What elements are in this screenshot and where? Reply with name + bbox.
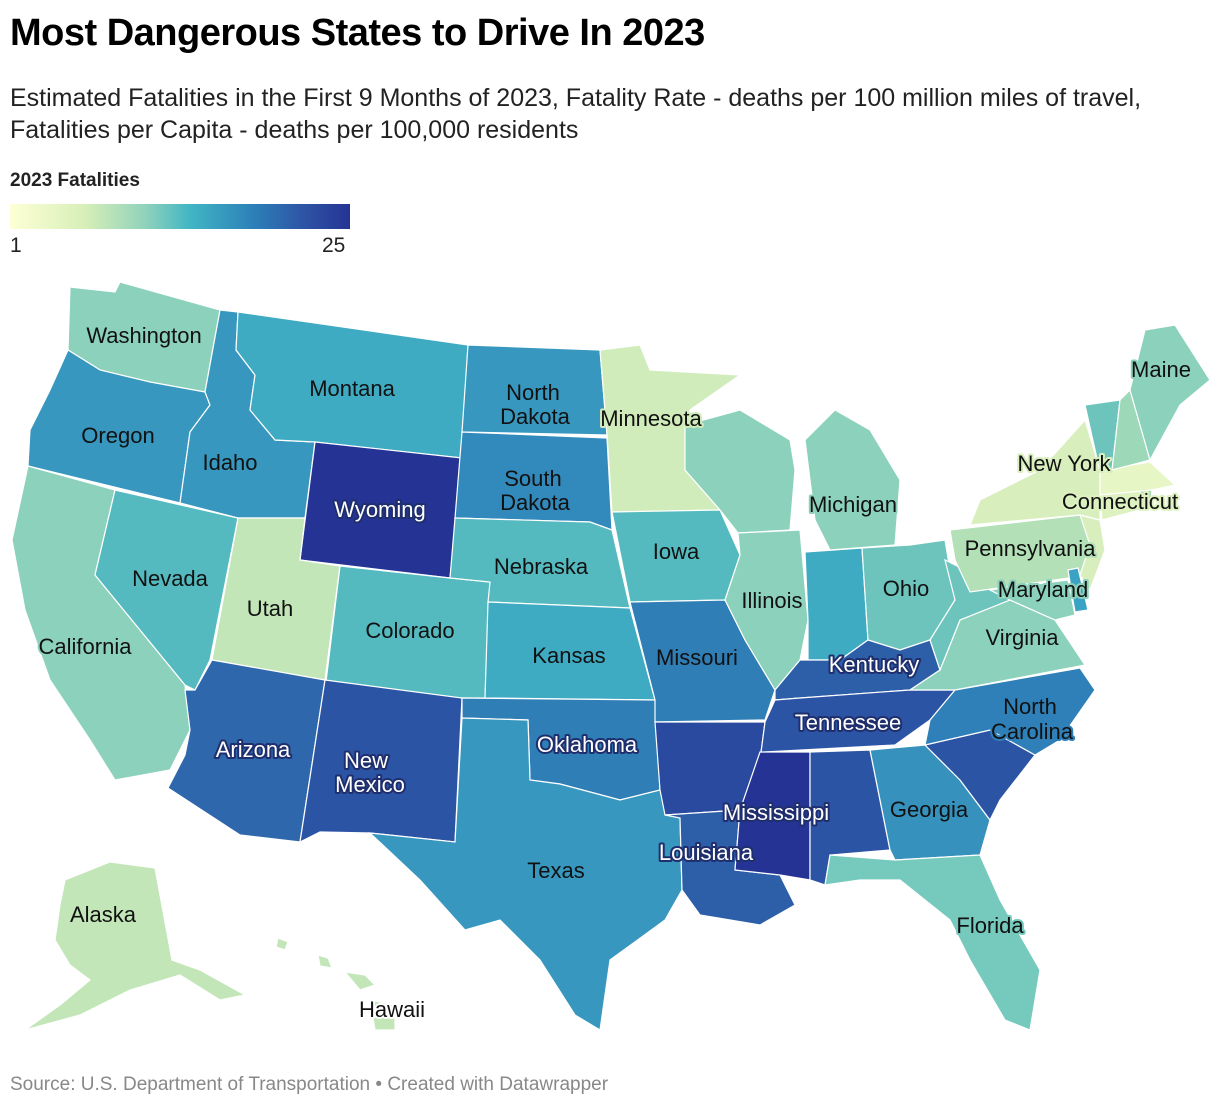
label-new-york: New York (1018, 451, 1112, 476)
label-kentucky: Kentucky (829, 652, 920, 677)
label-virginia: Virginia (986, 625, 1060, 650)
state-north-carolina[interactable] (924, 667, 1096, 756)
label-arizona: Arizona (216, 737, 291, 762)
label-tennessee: Tennessee (795, 710, 901, 735)
label-louisiana: Louisiana (659, 840, 754, 865)
label-georgia: Georgia (890, 797, 969, 822)
label-new-mexico-line1: New (344, 748, 388, 773)
label-illinois: Illinois (741, 588, 802, 613)
label-north-carolina-line1: North (1003, 694, 1057, 719)
state-labels: Washington Oregon California Idaho Nevad… (37, 321, 1193, 1024)
state-maine[interactable] (1129, 324, 1211, 462)
label-pennsylvania: Pennsylvania (965, 536, 1097, 561)
label-oklahoma: Oklahoma (537, 732, 638, 757)
label-michigan: Michigan (809, 492, 897, 517)
label-nebraska: Nebraska (494, 554, 589, 579)
label-minnesota: Minnesota (600, 406, 702, 431)
label-mississippi: Mississippi (723, 800, 829, 825)
legend-min-label: 1 (10, 234, 22, 257)
state-indiana[interactable] (804, 547, 869, 661)
state-massachusetts[interactable] (1099, 461, 1177, 496)
label-colorado: Colorado (365, 618, 454, 643)
chart-title: Most Dangerous States to Drive In 2023 (10, 12, 705, 54)
source-footer: Source: U.S. Department of Transportatio… (10, 1074, 609, 1095)
label-nevada: Nevada (132, 566, 209, 591)
label-florida: Florida (956, 913, 1024, 938)
label-utah: Utah (247, 596, 293, 621)
label-north-dakota-line1: North (506, 380, 560, 405)
label-maine: Maine (1131, 357, 1191, 382)
label-wyoming: Wyoming (334, 497, 426, 522)
label-texas: Texas (527, 858, 584, 883)
legend-max-label: 25 (322, 234, 346, 257)
label-south-dakota-line2: Dakota (500, 490, 570, 515)
chart-subtitle: Estimated Fatalities in the First 9 Mont… (10, 84, 1142, 144)
label-oregon: Oregon (81, 423, 154, 448)
label-new-mexico-line2: Mexico (335, 772, 405, 797)
state-hawaii[interactable] (275, 937, 396, 1031)
state-alaska[interactable] (24, 861, 247, 1031)
state-texas[interactable] (368, 717, 683, 1031)
legend-color-scale (10, 204, 350, 229)
label-south-dakota-line1: South (504, 466, 562, 491)
label-ohio: Ohio (883, 576, 929, 601)
label-missouri: Missouri (656, 645, 738, 670)
label-idaho: Idaho (202, 450, 257, 475)
label-connecticut: Connecticut (1062, 489, 1178, 514)
label-north-carolina-line2: Carolina (991, 719, 1074, 744)
label-alaska: Alaska (70, 902, 137, 927)
label-montana: Montana (309, 376, 395, 401)
state-florida[interactable] (824, 854, 1041, 1031)
state-maryland[interactable] (987, 579, 1076, 621)
us-choropleth-map: Washington Oregon California Idaho Nevad… (11, 281, 1211, 1031)
label-iowa: Iowa (653, 539, 700, 564)
label-hawaii: Hawaii (359, 997, 425, 1022)
legend-title: 2023 Fatalities (10, 170, 140, 191)
label-washington: Washington (86, 323, 201, 348)
state-delaware[interactable] (1067, 567, 1089, 613)
state-michigan[interactable] (804, 409, 901, 551)
state-tennessee[interactable] (759, 689, 957, 761)
label-kansas: Kansas (532, 643, 605, 668)
label-north-dakota-line2: Dakota (500, 404, 570, 429)
label-california: California (39, 634, 133, 659)
label-maryland: Maryland (998, 577, 1088, 602)
